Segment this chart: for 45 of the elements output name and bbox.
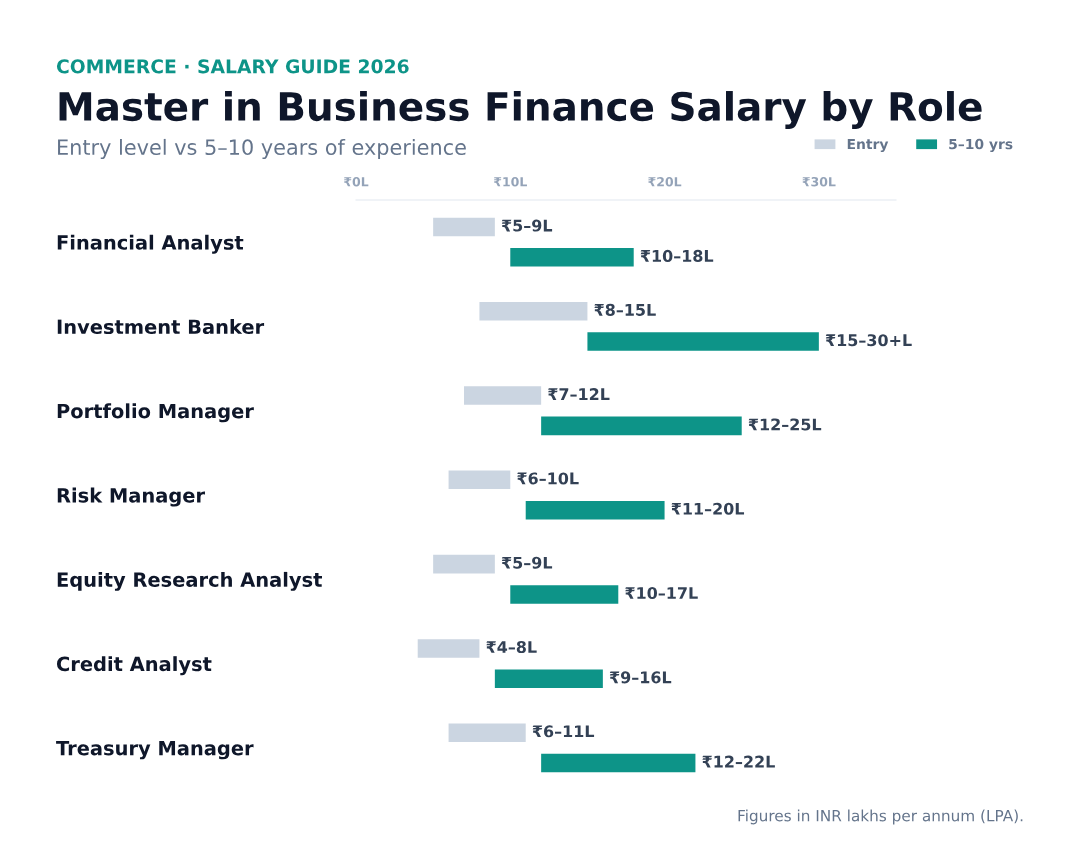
bar: [479, 301, 588, 321]
data-label: ₹8–15L: [594, 303, 656, 316]
y-tick-label: Investment Banker: [57, 319, 265, 335]
y-tick-label: Risk Manager: [57, 487, 205, 507]
bar: [587, 332, 819, 351]
bar: [541, 753, 696, 773]
x-tick-label: ₹10L: [493, 177, 527, 187]
data-label: ₹5–9L: [501, 219, 553, 232]
y-tick-label: Treasury Manager: [56, 740, 254, 760]
data-label: ₹12–25L: [748, 418, 822, 431]
legend-label: 5–10 yrs: [949, 138, 1013, 153]
bar: [494, 669, 603, 689]
data-label: ₹5–9L: [501, 556, 553, 569]
data-label: ₹11–20L: [671, 502, 745, 515]
legend-label: Entry: [847, 138, 889, 153]
y-tick-label: Equity Research Analyst: [57, 571, 322, 591]
data-label: ₹12–22L: [702, 755, 775, 768]
data-label: ₹6–11L: [532, 725, 595, 738]
data-label: ₹7–12L: [548, 388, 610, 400]
bar: [433, 217, 495, 237]
chart-subtitle: Entry level vs 5–10 years of experience: [58, 138, 466, 160]
data-label: ₹6–10L: [517, 472, 579, 485]
x-tick-label: ₹0L: [343, 177, 369, 187]
bar: [417, 639, 480, 658]
text: COMMERCE · SALARY GUIDE 2026: [56, 59, 409, 74]
bar: [541, 416, 742, 436]
data-label: ₹4–8L: [486, 640, 537, 654]
text: Figures in INR lakhs per annum (LPA).: [738, 809, 1023, 825]
x-tick-label: ₹30L: [802, 177, 836, 187]
x-tick-label: ₹20L: [648, 177, 682, 187]
data-label: ₹10–18L: [640, 249, 714, 262]
chart-title: Master in Business Finance Salary by Role: [59, 91, 982, 129]
data-label: ₹15–30+L: [825, 334, 912, 347]
y-tick-label: Credit Analyst: [56, 656, 212, 676]
y-tick-label: Financial Analyst: [57, 234, 244, 254]
bar: [448, 723, 526, 742]
bar: [448, 470, 511, 490]
bar: [510, 248, 634, 267]
data-label: ₹9–16L: [609, 671, 672, 684]
y-tick-label: Portfolio Manager: [57, 403, 254, 423]
bar: [433, 554, 495, 574]
bar: [510, 585, 619, 604]
data-label: ₹10–17L: [625, 587, 698, 600]
bar: [525, 500, 665, 520]
bar: [464, 386, 542, 405]
